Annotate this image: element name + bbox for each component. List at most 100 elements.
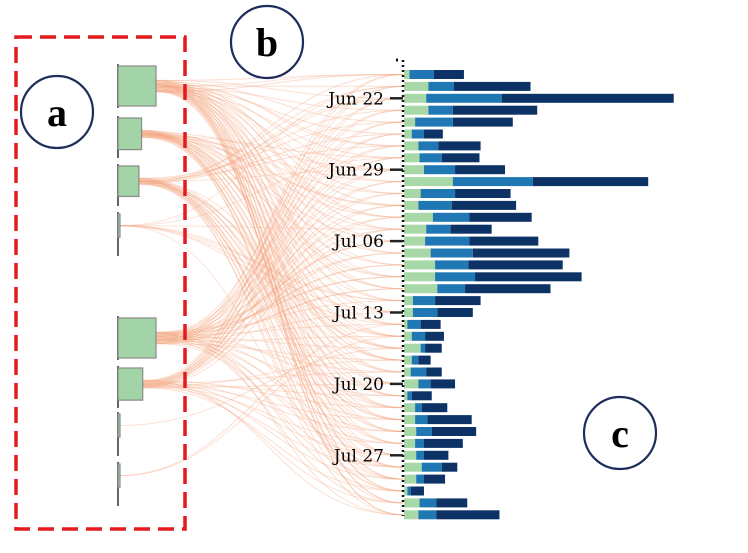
flow-link	[155, 333, 404, 516]
flow-link	[155, 264, 404, 340]
cluster-node[interactable]	[117, 165, 140, 198]
bar-segment-light	[404, 81, 429, 91]
bar-segment-light	[404, 189, 421, 198]
flow-link	[138, 177, 404, 361]
flow-link	[155, 88, 404, 456]
cluster-nodes	[117, 64, 157, 506]
bar-segment-mid	[415, 415, 428, 425]
flow-link	[119, 323, 404, 476]
bar-segment-dark	[420, 319, 441, 329]
cluster-node[interactable]	[117, 367, 144, 401]
flow-link	[138, 97, 404, 185]
flow-link	[141, 134, 404, 456]
bar-segment-dark	[410, 486, 424, 496]
flow-link	[155, 331, 404, 385]
flow-link	[142, 133, 404, 384]
bar-segment-light	[404, 153, 420, 163]
flow-link	[138, 181, 404, 373]
flow-link	[155, 145, 404, 333]
flow-link	[155, 341, 404, 444]
flow-link	[155, 89, 404, 266]
flow-link	[155, 84, 404, 492]
bar-segment-dark	[532, 177, 649, 187]
panel-label-circle	[582, 395, 658, 471]
flow-link	[155, 337, 404, 373]
flow-link	[155, 323, 404, 336]
bar-segment-dark	[427, 415, 472, 425]
flow-link	[155, 82, 404, 254]
flow-link	[138, 180, 404, 349]
axis-tick-label: Jun 29	[326, 161, 384, 181]
flow-link	[142, 383, 404, 504]
bar-segment-light	[404, 498, 420, 508]
flow-link	[155, 86, 404, 325]
flow-link	[155, 338, 404, 397]
flow-link	[155, 81, 404, 123]
bar-segment-light	[404, 474, 417, 484]
bar-segment-dark	[455, 165, 506, 175]
bar-segment-dark	[411, 391, 432, 401]
cluster-node[interactable]	[117, 317, 157, 359]
bar-segment-mid	[418, 141, 439, 151]
flow-link	[155, 84, 404, 385]
flow-link	[142, 74, 404, 386]
flow-link	[155, 79, 404, 99]
cluster-node[interactable]	[117, 213, 121, 238]
bar-segment-dark	[469, 236, 539, 246]
flow-link	[155, 81, 404, 230]
flow-link	[155, 91, 404, 183]
flow-link	[155, 312, 404, 342]
bar-segment-dark	[423, 450, 449, 460]
flow-link	[142, 85, 404, 382]
bar-segment-mid	[407, 486, 411, 496]
bar-segment-dark	[452, 117, 513, 127]
flow-link	[155, 89, 404, 373]
bar-segment-dark	[465, 284, 551, 294]
bar-segment-mid	[415, 403, 422, 413]
flow-link	[155, 335, 404, 343]
flow-link	[155, 252, 404, 345]
flow-link	[155, 264, 404, 339]
bar-segment-mid	[412, 308, 438, 317]
bar-segment-light	[404, 93, 427, 103]
bar-segment-light	[404, 486, 408, 496]
flow-link	[141, 135, 404, 397]
flow-link	[155, 240, 404, 338]
cluster-node[interactable]	[117, 117, 143, 151]
bar-segment-dark	[421, 403, 448, 413]
bar-segment-light	[404, 177, 453, 187]
flow-link	[155, 336, 404, 456]
bar-segment-mid	[418, 379, 431, 389]
bar-segment-mid	[418, 200, 452, 210]
flow-link	[141, 133, 404, 432]
bar-segment-dark	[436, 498, 468, 508]
panel-label-circle	[229, 4, 305, 80]
panel-labels: a b c	[14, 4, 658, 531]
cluster-node[interactable]	[117, 413, 121, 438]
bar-segment-light	[404, 272, 436, 282]
flow-link	[155, 121, 404, 345]
flow-link	[141, 135, 404, 159]
cluster-node[interactable]	[117, 463, 121, 488]
bar-segment-mid	[430, 248, 473, 258]
bar-segment-dark	[451, 200, 517, 210]
flow-link	[138, 109, 404, 182]
bar-segment-mid	[425, 236, 470, 246]
bar-segment-dark	[418, 355, 431, 365]
bar-segment-mid	[428, 81, 454, 91]
bar-segment-mid	[435, 272, 476, 282]
cluster-node[interactable]	[117, 65, 157, 107]
bar-segment-dark	[441, 153, 480, 163]
bar-segment-mid	[423, 165, 456, 175]
bar-segment-mid	[452, 177, 533, 187]
bar-segment-mid	[411, 331, 426, 341]
flow-links	[119, 74, 404, 516]
flow-link	[155, 88, 404, 480]
flow-link	[155, 79, 404, 313]
bar-segment-light	[404, 224, 427, 234]
flow-link	[138, 180, 404, 337]
bar-segment-mid	[415, 438, 424, 448]
bar-segment-dark	[425, 331, 444, 341]
bar-segment-mid	[426, 93, 502, 103]
flow-link	[155, 252, 404, 333]
